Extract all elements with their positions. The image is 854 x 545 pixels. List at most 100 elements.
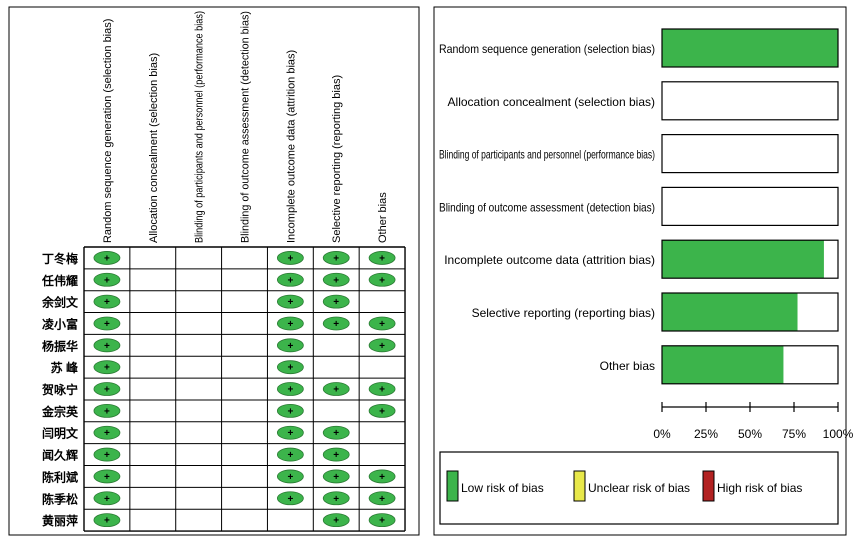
- graph-bar-outline: [661, 292, 839, 332]
- legend-label: Low risk of bias: [461, 481, 544, 495]
- low-risk-marker: [276, 447, 304, 462]
- low-risk-marker: [276, 316, 304, 331]
- low-risk-marker: [276, 403, 304, 418]
- low-risk-symbol: +: [287, 428, 293, 439]
- study-label: 闻久辉: [42, 448, 78, 463]
- low-risk-symbol: +: [333, 494, 339, 505]
- low-risk-marker: [322, 382, 350, 396]
- graph-x-tick-label: 75%: [782, 427, 806, 441]
- graph-bar-segment: [662, 240, 824, 279]
- low-risk-symbol: +: [104, 363, 110, 374]
- low-risk-symbol: +: [104, 319, 110, 330]
- low-risk-symbol: +: [104, 516, 110, 527]
- low-risk-symbol: +: [287, 450, 293, 461]
- low-risk-marker: [276, 469, 304, 484]
- study-label: 凌小富: [42, 316, 78, 331]
- low-risk-symbol: +: [333, 516, 339, 527]
- study-label: 陈利斌: [42, 469, 78, 484]
- low-risk-symbol: +: [104, 385, 110, 396]
- low-risk-symbol: +: [287, 385, 293, 396]
- graph-category-label: Blinding of outcome assessment (detectio…: [439, 200, 655, 214]
- graph-x-tick-label: 0%: [653, 427, 671, 441]
- low-risk-marker: [322, 447, 350, 462]
- legend-swatch: [702, 470, 715, 502]
- low-risk-symbol: +: [104, 341, 110, 352]
- low-risk-symbol: +: [287, 253, 293, 264]
- low-risk-symbol: +: [333, 385, 339, 396]
- low-risk-symbol: +: [287, 297, 293, 308]
- study-label: 苏 峰: [51, 360, 79, 375]
- low-risk-symbol: +: [104, 472, 110, 483]
- low-risk-marker: [93, 469, 121, 484]
- low-risk-symbol: +: [379, 472, 385, 483]
- graph-bar-outline: [661, 345, 839, 385]
- summary-column-header: Allocation concealment (selection bias): [148, 53, 160, 243]
- legend-swatch: [573, 470, 586, 502]
- legend-label: High risk of bias: [717, 481, 802, 495]
- low-risk-symbol: +: [333, 428, 339, 439]
- graph-legend: [439, 451, 839, 525]
- low-risk-marker: [93, 294, 121, 309]
- low-risk-symbol: +: [104, 406, 110, 417]
- low-risk-symbol: +: [287, 406, 293, 417]
- low-risk-marker: [322, 425, 350, 440]
- low-risk-symbol: +: [287, 472, 293, 483]
- summary-column-header: Random sequence generation (selection bi…: [102, 19, 114, 243]
- risk-of-bias-summary: Random sequence generation (selection bi…: [41, 11, 406, 532]
- low-risk-symbol: +: [104, 428, 110, 439]
- low-risk-symbol: +: [379, 341, 385, 352]
- low-risk-symbol: +: [287, 319, 293, 330]
- summary-panel-frame: [8, 6, 420, 536]
- low-risk-marker: [322, 251, 350, 265]
- study-label: 余剑文: [41, 295, 79, 310]
- study-label: 杨振华: [42, 338, 78, 353]
- low-risk-symbol: +: [287, 494, 293, 505]
- low-risk-symbol: +: [333, 275, 339, 286]
- low-risk-symbol: +: [379, 406, 385, 417]
- low-risk-marker: [276, 272, 304, 287]
- study-label: 贺咏宁: [41, 382, 78, 397]
- low-risk-marker: [93, 425, 121, 440]
- low-risk-marker: [93, 382, 121, 396]
- low-risk-marker: [93, 251, 121, 265]
- low-risk-marker: [368, 403, 396, 418]
- graph-category-label: Other bias: [600, 359, 655, 373]
- low-risk-marker: [322, 294, 350, 309]
- graph-bar-segment: [662, 345, 784, 384]
- graph-category-label: Incomplete outcome data (attrition bias): [444, 253, 655, 267]
- graph-bar-outline: [661, 81, 839, 121]
- summary-column-header: Incomplete outcome data (attrition bias): [285, 50, 297, 243]
- study-label: 黄丽萍: [42, 513, 78, 528]
- low-risk-marker: [276, 360, 304, 375]
- study-label: 闫明文: [42, 426, 79, 441]
- study-label: 金宗英: [41, 404, 79, 419]
- low-risk-symbol: +: [104, 450, 110, 461]
- low-risk-symbol: +: [104, 253, 110, 264]
- low-risk-marker: [93, 491, 121, 506]
- study-label: 丁冬梅: [42, 251, 78, 266]
- low-risk-marker: [368, 316, 396, 331]
- low-risk-marker: [368, 382, 396, 396]
- low-risk-symbol: +: [333, 297, 339, 308]
- low-risk-marker: [368, 469, 396, 484]
- low-risk-symbol: +: [287, 341, 293, 352]
- graph-bar-outline: [661, 28, 839, 68]
- low-risk-symbol: +: [287, 363, 293, 374]
- low-risk-symbol: +: [333, 253, 339, 264]
- graph-x-tick-label: 25%: [694, 427, 718, 441]
- low-risk-symbol: +: [379, 275, 385, 286]
- low-risk-marker: [93, 360, 121, 375]
- risk-of-bias-graph: Random sequence generation (selection bi…: [439, 28, 854, 525]
- low-risk-symbol: +: [104, 297, 110, 308]
- graph-bar-segment: [662, 293, 798, 331]
- study-label: 陈季松: [42, 491, 78, 506]
- graph-category-label: Blinding of participants and personnel (…: [439, 148, 655, 162]
- low-risk-marker: [322, 272, 350, 287]
- low-risk-marker: [93, 272, 121, 287]
- graph-category-label: Random sequence generation (selection bi…: [439, 42, 655, 56]
- low-risk-marker: [276, 382, 304, 396]
- graph-bar-outline: [661, 134, 839, 174]
- graph-x-tick-label: 100%: [823, 427, 854, 441]
- low-risk-symbol: +: [379, 253, 385, 264]
